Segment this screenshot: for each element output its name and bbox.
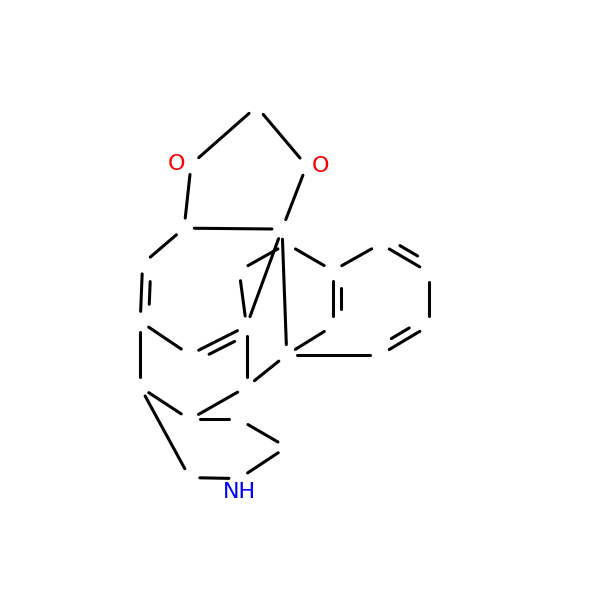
Text: O: O bbox=[168, 154, 185, 175]
Text: O: O bbox=[312, 156, 329, 176]
Text: NH: NH bbox=[223, 482, 256, 502]
